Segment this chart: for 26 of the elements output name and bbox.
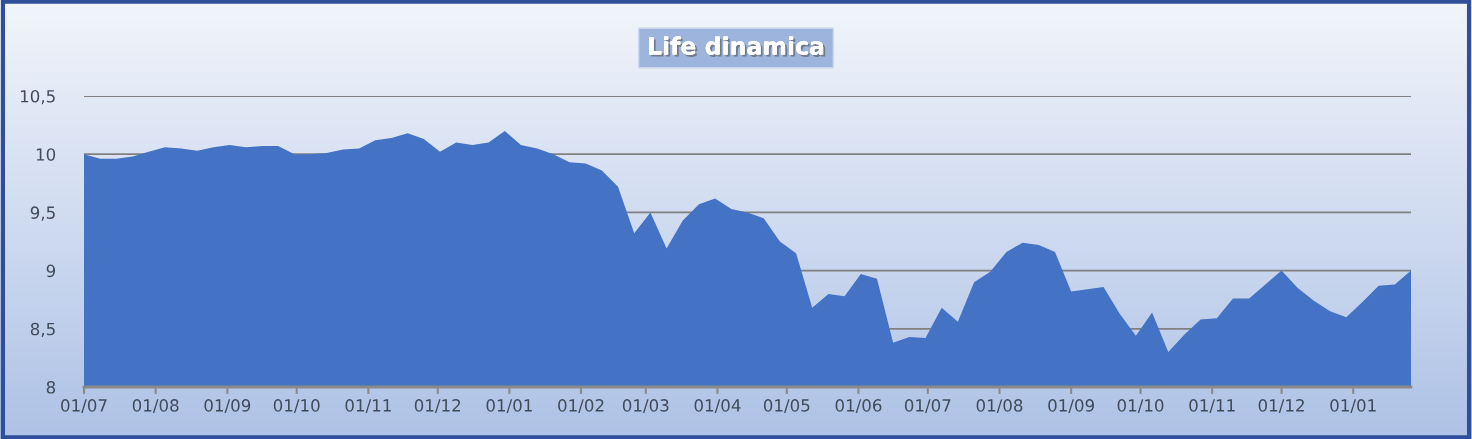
x-tick-label: 01/09 xyxy=(1048,399,1094,414)
x-tick-label: 01/10 xyxy=(1117,399,1164,414)
chart-title: Life dinamica xyxy=(649,36,826,57)
x-tick-label: 01/01 xyxy=(486,399,532,414)
x-tick-label: 01/06 xyxy=(835,399,882,414)
x-tick-label: 01/10 xyxy=(273,399,320,414)
y-tick-label: 9 xyxy=(46,264,56,278)
x-tick-label: 01/01 xyxy=(1330,399,1376,414)
x-tick-label: 01/12 xyxy=(1258,399,1304,414)
x-tick-label: 01/02 xyxy=(558,399,604,414)
y-tick-label: 9,5 xyxy=(30,206,55,221)
x-tick-label: 01/11 xyxy=(1189,399,1235,414)
x-tick-label: 01/09 xyxy=(204,399,251,414)
x-tick-label: 01/03 xyxy=(622,399,669,414)
y-tick-label: 8 xyxy=(46,380,56,394)
x-tick-label: 01/07 xyxy=(61,399,107,414)
x-tick-label: 01/08 xyxy=(976,399,1023,414)
x-tick-label: 01/11 xyxy=(345,399,391,414)
y-tick-label: 8,5 xyxy=(30,322,55,338)
y-tick-label: 10,5 xyxy=(20,89,55,105)
y-tick-label: 10 xyxy=(36,148,56,161)
x-tick-label: 01/04 xyxy=(694,399,741,414)
x-tick-label: 01/12 xyxy=(414,399,461,414)
x-tick-label: 01/08 xyxy=(132,399,179,414)
x-tick-label: 01/07 xyxy=(904,399,951,414)
x-tick-label: 01/05 xyxy=(763,399,810,414)
